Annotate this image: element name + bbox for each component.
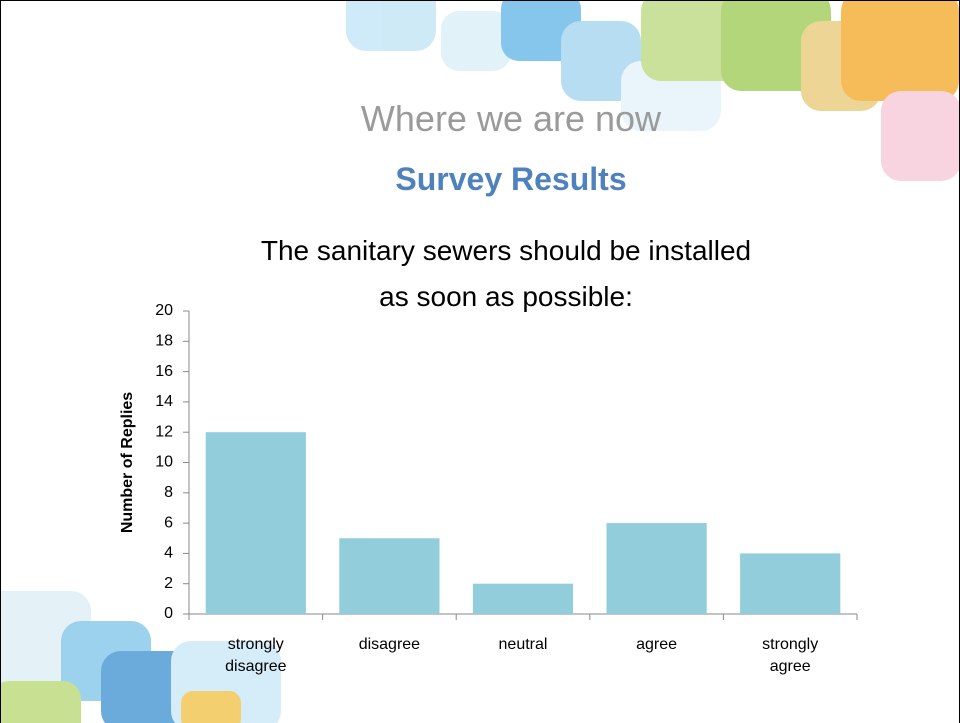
slide: 02468101214161820Number of Replies Where…	[0, 0, 960, 723]
y-tick-label: 4	[164, 545, 173, 562]
y-axis-label: Number of Replies	[119, 392, 136, 533]
y-tick-label: 12	[155, 423, 173, 440]
y-tick-label: 10	[155, 454, 173, 471]
x-tick-label: strongly disagree	[206, 634, 306, 678]
heading: Where we are now	[311, 98, 711, 140]
y-tick-label: 8	[164, 484, 173, 501]
bar	[206, 432, 306, 614]
bar	[740, 553, 840, 614]
y-tick-label: 14	[155, 393, 173, 410]
bar	[339, 538, 439, 614]
y-tick-label: 0	[164, 605, 173, 622]
chart-title: The sanitary sewers should be installed …	[156, 228, 856, 320]
y-tick-label: 2	[164, 575, 173, 592]
x-tick-label: strongly agree	[740, 634, 840, 678]
x-tick-label: neutral	[473, 634, 573, 656]
x-tick-label: disagree	[339, 634, 439, 656]
x-tick-label: agree	[607, 634, 707, 656]
bar	[473, 584, 573, 614]
bar	[607, 523, 707, 614]
y-tick-label: 6	[164, 514, 173, 531]
subheading: Survey Results	[311, 161, 711, 198]
y-tick-label: 16	[155, 363, 173, 380]
y-tick-label: 18	[155, 333, 173, 350]
